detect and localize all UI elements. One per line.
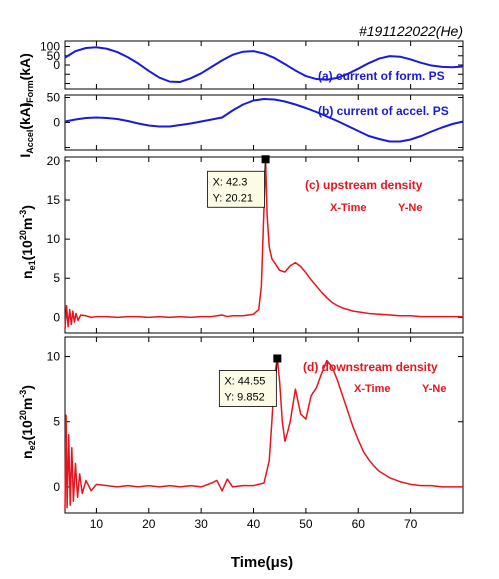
ytick-label: 15: [47, 193, 61, 207]
annotation-d: (d) downstream density: [303, 360, 438, 374]
ylabel-c: ne1(1020m-3): [18, 205, 37, 279]
legend-x-d: X-Time: [354, 383, 390, 395]
legend-x-c: X-Time: [330, 202, 366, 214]
series-line-a: [64, 46, 464, 83]
plot-frame-d: [64, 336, 464, 514]
shot-label: #191122022(He): [359, 23, 463, 39]
series-line-c: [64, 158, 463, 330]
annotation-a: (a) current of form. PS: [318, 69, 445, 83]
ytick-label: 0: [53, 480, 60, 494]
ytick-label: 0: [53, 58, 60, 72]
ytick-label: 100: [40, 40, 60, 54]
series-line-d: [64, 357, 463, 511]
xlabel: Time(μs): [231, 554, 293, 571]
datatip-box: [207, 170, 265, 208]
ytick-label: 5: [53, 271, 60, 285]
ylabel-b: IAccel(kA): [17, 102, 35, 157]
datatip-x: X: 42.3: [213, 176, 248, 188]
annotation-c: (c) upstream density: [305, 178, 423, 192]
xtick-label: 70: [404, 517, 418, 531]
series-line-b: [64, 98, 464, 143]
datatip-y: Y: 20.21: [213, 192, 253, 204]
ytick-label: 0: [53, 310, 60, 324]
legend-y-c: Y-Ne: [398, 202, 422, 214]
xtick-label: 10: [90, 517, 104, 531]
datatip-box: [218, 370, 277, 407]
annotation-b: (b) current of accel. PS: [318, 104, 449, 118]
ytick-label: 5: [53, 415, 60, 429]
ytick-label: 10: [47, 350, 61, 364]
ytick-label: 50: [47, 91, 61, 105]
datatip-y: Y: 9.852: [224, 391, 264, 403]
panel-d: 10 20 30 40 50 60 70 0 5 10 (d) downstream density…: [47, 336, 464, 531]
xtick-label: 60: [352, 517, 366, 531]
panel-c: 0 5 10 15 20 (c) upstream density X-Time Y-Ne X:…: [47, 154, 464, 334]
xtick-label: 20: [142, 517, 156, 531]
xtick-label: 50: [299, 517, 313, 531]
ytick-label: 0: [53, 116, 60, 130]
ytick-label: 20: [47, 154, 61, 168]
ytick-label: 50: [47, 49, 61, 63]
ytick-label: 10: [47, 232, 61, 246]
legend-y-d: Y-Ne: [422, 383, 446, 395]
datatip-x: X: 44.55: [224, 375, 265, 387]
ylabel-a: IForm(kA): [17, 53, 35, 107]
xtick-label: 40: [247, 517, 261, 531]
ylabel-d: ne2(1020m-3): [18, 385, 37, 459]
xtick-label: 30: [194, 517, 208, 531]
panel-b: 0 50 (b) current of accel. PS: [47, 91, 464, 151]
